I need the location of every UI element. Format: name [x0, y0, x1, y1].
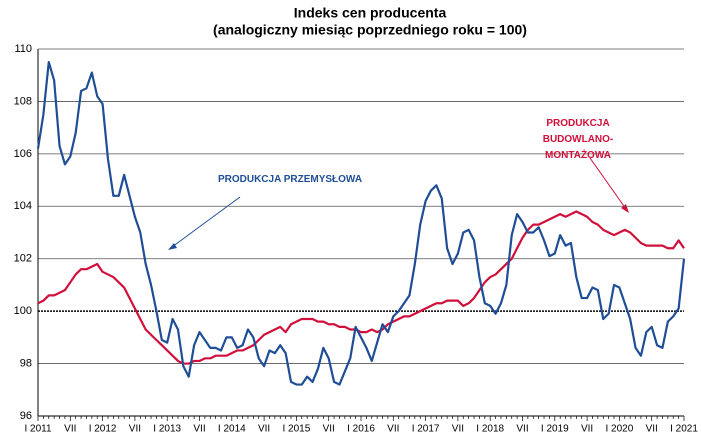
x-tick-label: VII: [193, 424, 205, 434]
x-tick-label: VII: [581, 424, 593, 434]
x-tick-label: VII: [258, 424, 270, 434]
x-tick-label: I 2021: [670, 424, 698, 434]
x-tick-label: I 2019: [541, 424, 569, 434]
series-line: [36, 61, 686, 386]
arrow-head: [621, 204, 629, 213]
x-tick-label: I 2018: [476, 424, 504, 434]
y-tick-label: 108: [14, 95, 32, 107]
x-tick-label: VII: [646, 424, 658, 434]
y-tick-label: 100: [14, 305, 32, 317]
x-tick-label: I 2012: [89, 424, 117, 434]
y-tick-label: 104: [14, 200, 32, 212]
y-tick-label: 106: [14, 148, 32, 160]
x-tick-label: I 2014: [218, 424, 246, 434]
y-tick-label: 96: [20, 410, 32, 422]
x-tick-label: VII: [129, 424, 141, 434]
arrow: [171, 196, 241, 248]
series-line: [37, 210, 685, 365]
chart-title: Indeks cen producenta: [294, 5, 447, 21]
x-tick-label: I 2016: [347, 424, 375, 434]
x-tick-label: I 2011: [24, 424, 51, 434]
x-tick-label: I 2020: [605, 424, 633, 434]
x-tick-label: VII: [387, 424, 399, 434]
x-tick-label: I 2013: [153, 424, 181, 434]
y-tick-label: 98: [20, 357, 32, 369]
arrow-head: [168, 243, 177, 250]
chart-subtitle: (analogiczny miesiąc poprzedniego roku =…: [213, 22, 527, 38]
x-tick-label: I 2017: [412, 424, 440, 434]
series-label: PRODUKCJA PRZEMYSŁOWA: [217, 174, 363, 185]
series-label: PRODUKCJA BUDOWLANO-MONTAŻOWA: [542, 118, 614, 161]
arrow: [589, 157, 627, 210]
y-tick-label: 110: [14, 43, 32, 55]
x-tick-label: I 2015: [282, 424, 310, 434]
y-tick-label: 102: [14, 253, 32, 265]
x-tick-label: VII: [452, 424, 464, 434]
x-tick-label: VII: [516, 424, 528, 434]
x-tick-label: VII: [64, 424, 76, 434]
x-tick-label: VII: [323, 424, 335, 434]
